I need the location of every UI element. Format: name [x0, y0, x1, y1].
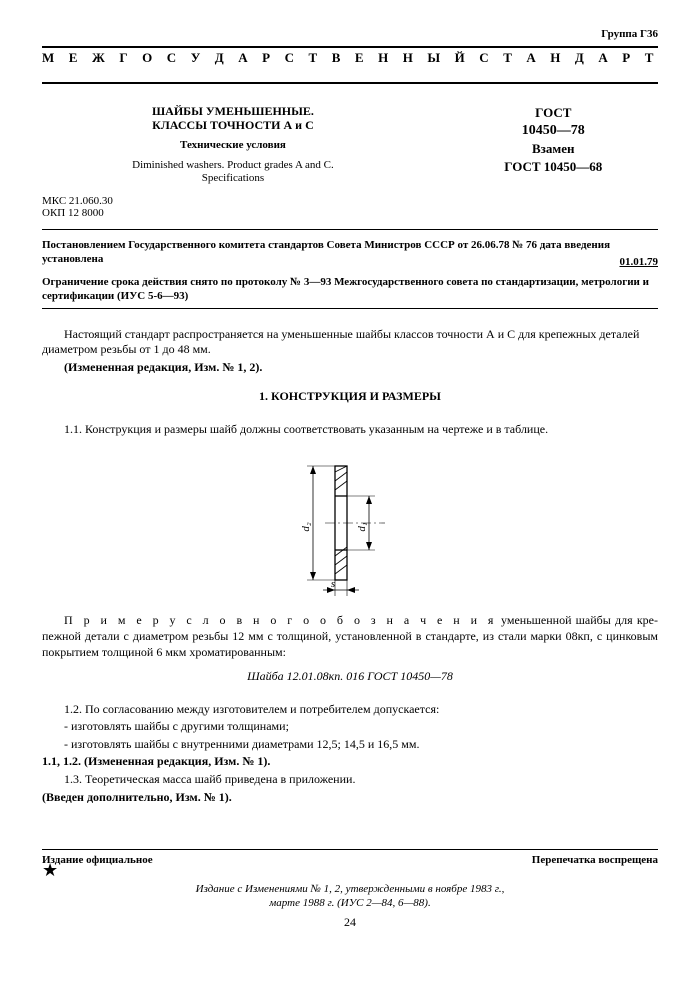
example-lead-spaced: П р и м е р у с л о в н о г о о б о з н …: [64, 613, 497, 627]
footer-right: Перепечатка воспрещена: [532, 854, 658, 866]
intro-p2: (Измененная редакция, Изм. № 1, 2).: [42, 360, 658, 376]
title-en-line1: Diminished washers. Product grades A and…: [132, 159, 334, 171]
title-en: Diminished washers. Product grades A and…: [42, 159, 424, 185]
clause-1-2-b1: - изготовлять шайбы с другими толщинами;: [42, 719, 658, 735]
page-number: 24: [42, 915, 658, 930]
clause-1-1-text: 1.1. Конструкция и размеры шайб должны с…: [42, 422, 658, 438]
clause-1-2-intro: 1.2. По согласованию между изготовителем…: [42, 702, 658, 718]
clause-1-1: 1.1. Конструкция и размеры шайб должны с…: [42, 422, 658, 438]
banner-text: М Е Ж Г О С У Д А Р С Т В Е Н Н Ы Й С Т …: [42, 50, 658, 65]
example-paragraph: П р и м е р у с л о в н о г о о б о з н …: [42, 612, 658, 661]
okp-code: ОКП 12 8000: [42, 207, 658, 219]
star-icon: ★: [42, 866, 658, 875]
subtitle-ru: Технические условия: [42, 139, 424, 151]
edition-line1: Издание с Изменениями № 1, 2, утвержденн…: [196, 883, 505, 895]
footer-left: Издание официальное: [42, 854, 153, 866]
gost-label: ГОСТ: [449, 104, 658, 122]
document-page: Группа Г36 М Е Ж Г О С У Д А Р С Т В Е Н…: [0, 0, 700, 991]
clause-1-2-note1: 1.1, 1.2. (Измененная редакция, Изм. № 1…: [42, 754, 658, 770]
dim-s-label: s: [331, 578, 335, 590]
section-1-title: 1. КОНСТРУКЦИЯ И РАЗМЕРЫ: [42, 389, 658, 404]
header-block: ШАЙБЫ УМЕНЬШЕННЫЕ. КЛАССЫ ТОЧНОСТИ А и С…: [42, 104, 658, 185]
header-left: ШАЙБЫ УМЕНЬШЕННЫЕ. КЛАССЫ ТОЧНОСТИ А и С…: [42, 104, 424, 185]
standard-banner: М Е Ж Г О С У Д А Р С Т В Е Н Н Ы Й С Т …: [42, 46, 658, 84]
edition-line2: марте 1988 г. (ИУС 2—84, 6—88).: [269, 897, 430, 909]
supersedes-label: Взамен: [449, 140, 658, 158]
title-ru-line2: КЛАССЫ ТОЧНОСТИ А и С: [152, 118, 314, 132]
clause-1-2-b2: - изготовлять шайбы с внутренними диамет…: [42, 737, 658, 753]
classification-codes: МКС 21.060.30 ОКП 12 8000: [42, 195, 658, 219]
gost-number: 10450—78: [449, 122, 658, 141]
date-introduced: 01.01.79: [42, 255, 658, 269]
decree-p2: Ограничение срока действия снято по прот…: [42, 275, 658, 304]
intro-p1: Настоящий стандарт распространяется на у…: [42, 327, 658, 358]
divider: [42, 308, 658, 309]
example-designation: Шайба 12.01.08кп. 016 ГОСТ 10450—78: [42, 669, 658, 684]
clause-1-3-note: (Введен дополнительно, Изм. № 1).: [42, 790, 658, 806]
dim-d2-label: d₂: [300, 522, 312, 532]
washer-drawing: d₁ d₂ s: [275, 448, 425, 598]
decree-block: Постановлением Государственного комитета…: [42, 238, 658, 303]
clause-1-3: 1.3. Теоретическая масса шайб приведена …: [42, 772, 658, 788]
clause-1-2-block: 1.2. По согласованию между изготовителем…: [42, 702, 658, 806]
mkc-code: МКС 21.060.30: [42, 195, 658, 207]
intro-block: Настоящий стандарт распространяется на у…: [42, 327, 658, 376]
footer-line: Издание официальное Перепечатка воспреще…: [42, 849, 658, 866]
edition-note: Издание с Изменениями № 1, 2, утвержденн…: [42, 883, 658, 911]
group-label: Группа Г36: [42, 28, 658, 40]
title-ru: ШАЙБЫ УМЕНЬШЕННЫЕ. КЛАССЫ ТОЧНОСТИ А и С: [42, 104, 424, 133]
header-right: ГОСТ 10450—78 Взамен ГОСТ 10450—68: [449, 104, 658, 176]
divider: [42, 229, 658, 230]
supersedes-number: ГОСТ 10450—68: [449, 158, 658, 176]
title-en-line2: Specifications: [202, 172, 264, 184]
dim-d1-label: d₁: [356, 522, 368, 532]
title-ru-line1: ШАЙБЫ УМЕНЬШЕННЫЕ.: [152, 104, 314, 118]
